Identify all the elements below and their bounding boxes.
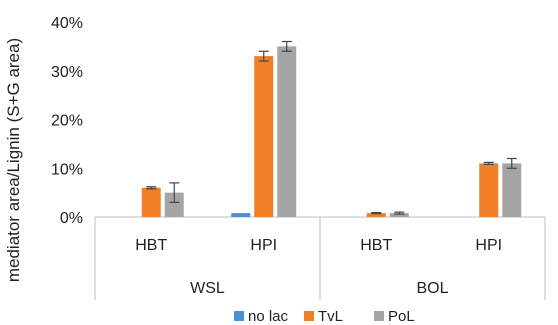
legend-label: TvL xyxy=(318,308,343,325)
bar xyxy=(231,213,251,217)
y-axis-ticks: 0% 10% 20% 30% 40% xyxy=(51,15,83,227)
x-category-label: HBT xyxy=(135,237,167,254)
y-tick-label: 0% xyxy=(60,210,83,227)
x-group-label: WSL xyxy=(190,280,225,297)
bar xyxy=(502,163,522,217)
bar xyxy=(164,192,184,217)
bar xyxy=(254,56,274,217)
legend-swatch xyxy=(304,311,314,321)
bars xyxy=(141,40,522,217)
bar xyxy=(366,213,386,217)
legend: no lac TvL PoL xyxy=(234,308,415,325)
x-axis-labels: HBT HPI WSL HBT HPI BOL xyxy=(94,217,546,300)
bar xyxy=(479,163,499,217)
y-tick-label: 20% xyxy=(51,113,83,130)
legend-label: no lac xyxy=(248,308,289,325)
legend-swatch xyxy=(374,311,384,321)
y-axis-title: mediator area/Lignin (S+G area) xyxy=(4,38,23,282)
x-category-label: HBT xyxy=(360,237,392,254)
bar xyxy=(389,213,409,217)
x-group-label: BOL xyxy=(416,280,448,297)
x-category-label: HPI xyxy=(250,237,277,254)
x-category-label: HPI xyxy=(475,237,502,254)
legend-label: PoL xyxy=(388,308,415,325)
y-tick-label: 40% xyxy=(51,15,83,32)
y-tick-label: 10% xyxy=(51,161,83,178)
y-tick-label: 30% xyxy=(51,64,83,81)
bar xyxy=(141,187,161,217)
legend-swatch xyxy=(234,311,244,321)
bar xyxy=(277,46,297,217)
